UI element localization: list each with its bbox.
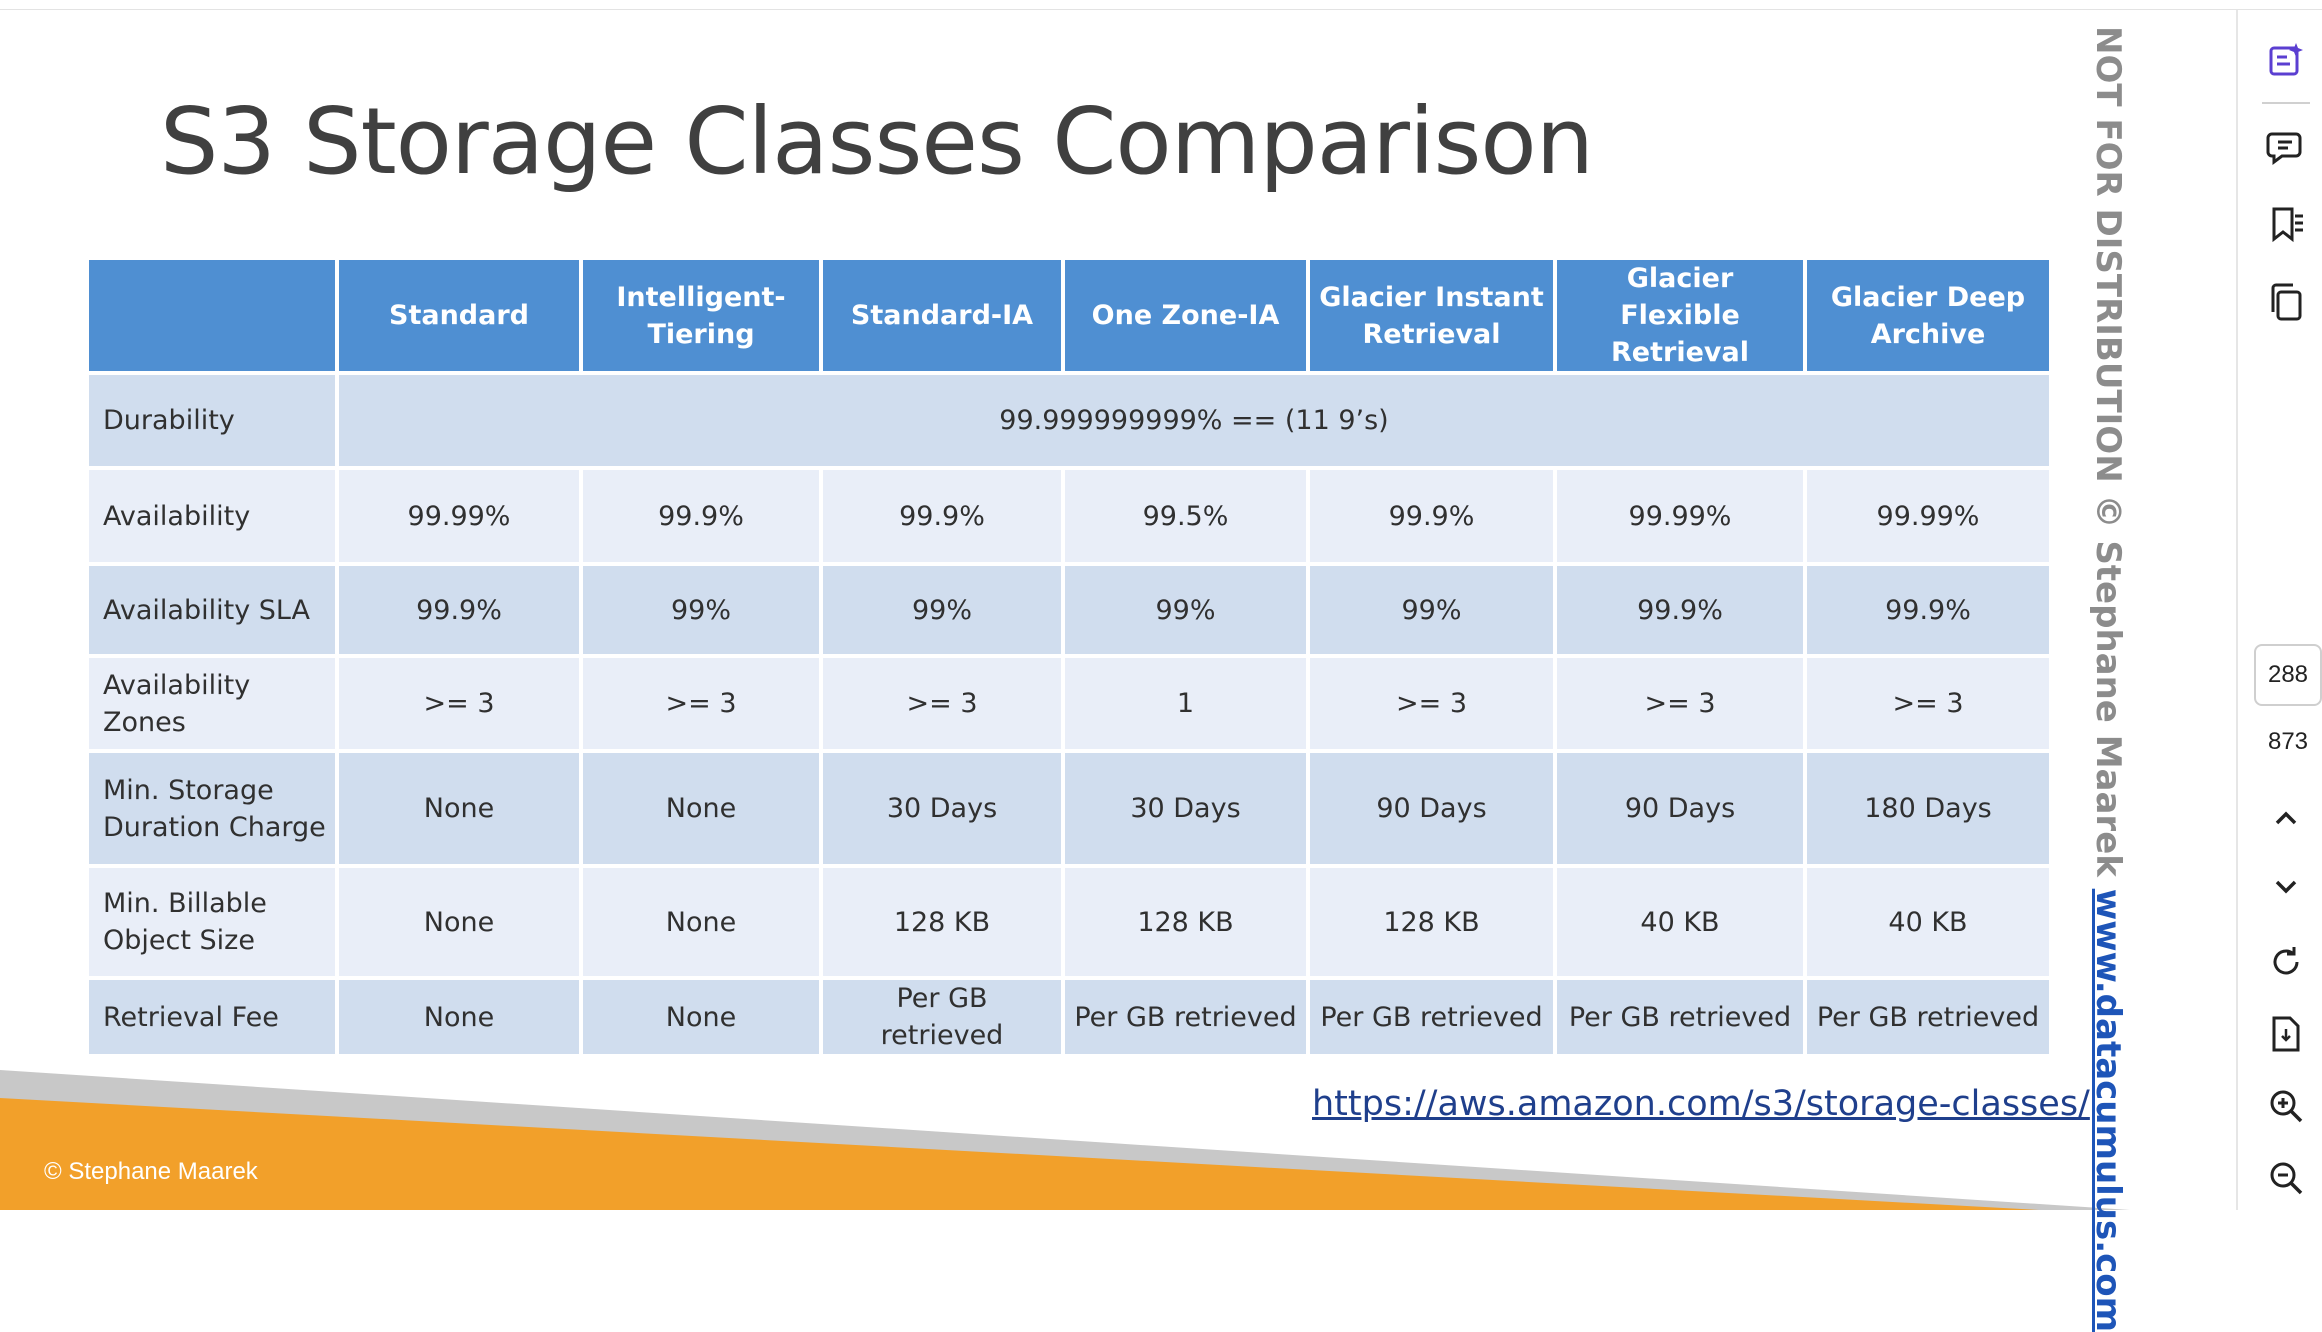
table-cell: None [335,976,583,1058]
header-cell: Standard-IA [819,256,1065,375]
table-cell: 128 KB [1306,864,1557,980]
table-cell: 30 Days [1061,749,1310,868]
watermark-site-link[interactable]: www.datacumulus.com [2088,888,2128,1332]
table-cell: 90 Days [1306,749,1557,868]
header-cell [85,256,339,375]
zoom-out-icon[interactable] [2258,1150,2314,1206]
copy-pages-icon[interactable] [2258,274,2314,330]
table-cell: 99.99% [335,466,583,566]
table-cell: 99.9% [1803,562,2053,658]
storage-classes-link[interactable]: https://aws.amazon.com/s3/storage-classe… [1312,1084,2090,1124]
row-label: Min. Storage Duration Charge [85,749,339,868]
watermark: NOT FOR DISTRIBUTION © Stephane Maarek w… [2078,26,2128,1332]
slide: S3 Storage Classes Comparison Standard I… [0,10,2130,1210]
table-cell: 90 Days [1553,749,1807,868]
toolbar-divider [2236,10,2238,1210]
copyright-text: © Stephane Maarek [44,1158,258,1185]
header-row: Standard Intelligent-Tiering Standard-IA… [85,256,2053,375]
header-cell: One Zone-IA [1061,256,1310,375]
header-cell: Intelligent-Tiering [579,256,823,375]
row-label: Durability [85,371,339,470]
table-cell: 180 Days [1803,749,2053,868]
header-cell: Glacier Instant Retrieval [1306,256,1557,375]
export-page-icon[interactable] [2258,1006,2314,1062]
table-cell: 40 KB [1803,864,2053,980]
row-label: Retrieval Fee [85,976,339,1058]
slide-title: S3 Storage Classes Comparison [160,88,1594,195]
table-cell: 128 KB [1061,864,1310,980]
bookmark-icon[interactable] [2258,196,2314,252]
table-cell: 99.9% [335,562,583,658]
table-cell: None [579,976,823,1058]
table-row: Availability Zones >= 3 >= 3 >= 3 1 >= 3… [85,654,2053,753]
table-cell: 99.5% [1061,466,1310,566]
comparison-table: Standard Intelligent-Tiering Standard-IA… [85,256,2053,1058]
table-row: Durability 99.999999999% == (11 9’s) [85,371,2053,470]
header-cell: Glacier Flexible Retrieval [1553,256,1807,375]
table-cell: >= 3 [1306,654,1557,753]
ai-notes-icon[interactable] [2258,32,2314,88]
comment-icon[interactable] [2258,118,2314,174]
row-label: Availability [85,466,339,566]
table-cell: 99.9% [819,466,1065,566]
zoom-in-icon[interactable] [2258,1078,2314,1134]
chevron-down-icon[interactable] [2258,858,2314,914]
table-cell: >= 3 [1553,654,1807,753]
table-row: Retrieval Fee None None Per GB retrieved… [85,976,2053,1058]
table-row: Availability 99.99% 99.9% 99.9% 99.5% 99… [85,466,2053,566]
footer-band [0,1050,2130,1210]
watermark-text: NOT FOR DISTRIBUTION © Stephane Maarek [2088,26,2128,889]
table-row: Min. Storage Duration Charge None None 3… [85,749,2053,868]
table-cell: 99% [1061,562,1310,658]
table-row: Min. Billable Object Size None None 128 … [85,864,2053,980]
toolbar-separator [2262,102,2310,104]
header-cell: Glacier Deep Archive [1803,256,2053,375]
table-cell: 30 Days [819,749,1065,868]
table-cell: Per GB retrieved [1803,976,2053,1058]
table-cell: >= 3 [579,654,823,753]
total-pages: 873 [2267,728,2309,755]
table-cell: None [335,749,583,868]
table-cell: 40 KB [1553,864,1807,980]
table-cell: 99% [579,562,823,658]
table-cell: 99% [819,562,1065,658]
current-page-input[interactable]: 288 [2254,644,2322,706]
row-label: Availability SLA [85,562,339,658]
header-cell: Standard [335,256,583,375]
table-cell: >= 3 [819,654,1065,753]
table-cell: None [335,864,583,980]
table-cell: Per GB retrieved [1553,976,1807,1058]
row-label: Min. Billable Object Size [85,864,339,980]
row-label: Availability Zones [85,654,339,753]
refresh-icon[interactable] [2258,934,2314,990]
table-cell: 128 KB [819,864,1065,980]
table-cell: Per GB retrieved [819,976,1065,1058]
table-row: Availability SLA 99.9% 99% 99% 99% 99% 9… [85,562,2053,658]
table-cell: Per GB retrieved [1306,976,1557,1058]
table-cell: None [579,864,823,980]
table-cell: 99.99% [1553,466,1807,566]
table-cell: 99% [1306,562,1557,658]
table-cell: >= 3 [1803,654,2053,753]
table-cell: 99.9% [1553,562,1807,658]
table-cell: Per GB retrieved [1061,976,1310,1058]
table-cell: 99.9% [579,466,823,566]
chevron-up-icon[interactable] [2258,790,2314,846]
durability-value: 99.999999999% == (11 9’s) [335,371,2053,470]
table-cell: None [579,749,823,868]
table-cell: 1 [1061,654,1310,753]
table-cell: 99.99% [1803,466,2053,566]
table-cell: 99.9% [1306,466,1557,566]
table-cell: >= 3 [335,654,583,753]
